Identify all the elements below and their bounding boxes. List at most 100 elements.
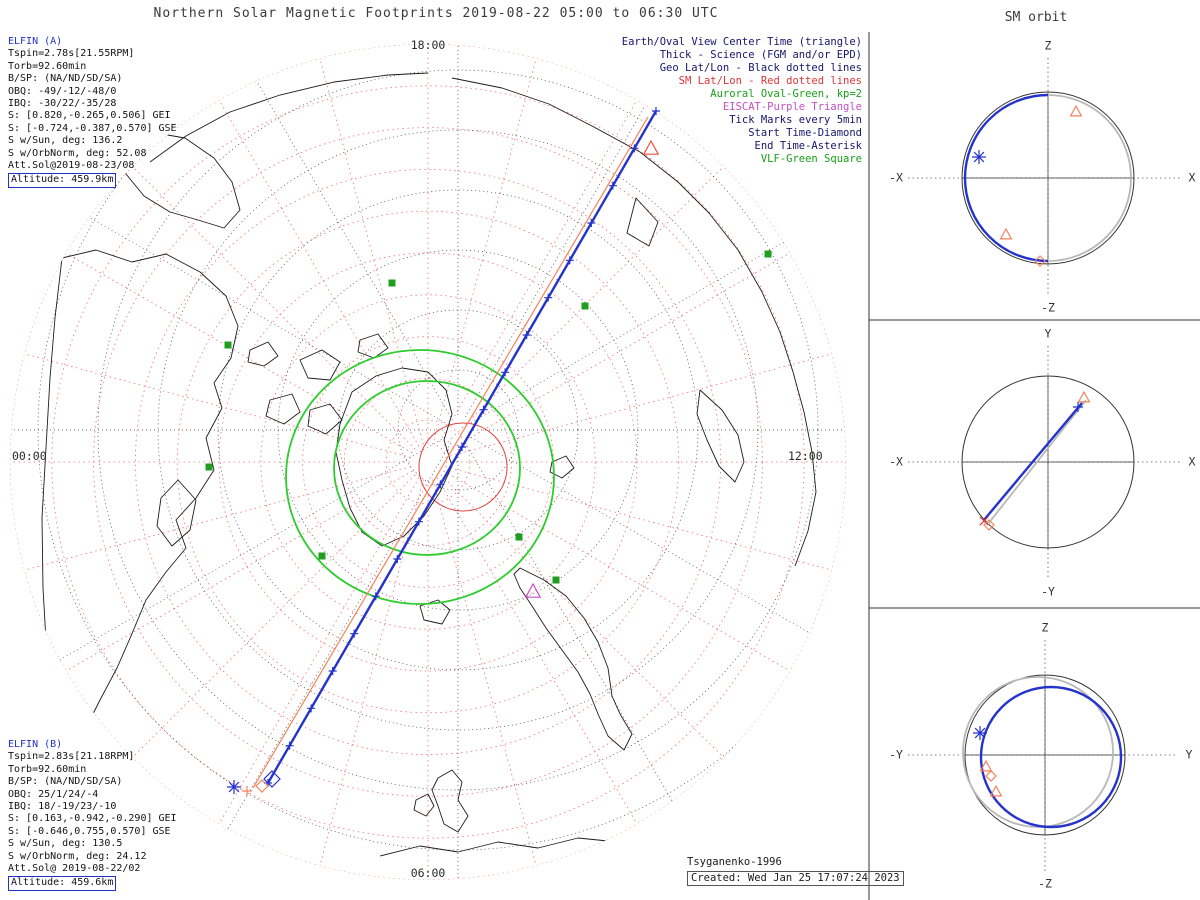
footprint-line-b bbox=[252, 116, 649, 789]
axis-label-Z: Z bbox=[1045, 39, 1052, 53]
time-tick-marker bbox=[522, 331, 531, 339]
time-tick-marker bbox=[436, 480, 445, 489]
legend-item: Start Time-Diamond bbox=[748, 127, 862, 139]
time-tick-marker bbox=[652, 107, 660, 115]
time-tick-marker bbox=[307, 704, 316, 713]
sm-orbit-panel: Z -Z -Y Y bbox=[889, 621, 1192, 891]
satellite-name: ELFIN (B) bbox=[8, 739, 63, 750]
page-title: Northern Solar Magnetic Footprints 2019-… bbox=[153, 6, 719, 21]
coastline bbox=[513, 567, 633, 751]
start-time-marker bbox=[1034, 255, 1046, 267]
time-tick-marker bbox=[544, 293, 553, 302]
legend-item: End Time-Asterisk bbox=[754, 140, 862, 152]
info-line: Torb=92.60min bbox=[8, 60, 87, 72]
time-tick-marker bbox=[350, 629, 359, 638]
end-time-marker bbox=[973, 726, 987, 740]
hour-label-12-00: 12:00 bbox=[788, 449, 823, 463]
coastline bbox=[335, 367, 453, 547]
model-label: Tsyganenko-1996 bbox=[687, 856, 782, 868]
sm-grid bbox=[10, 44, 846, 880]
orbit-arc bbox=[1047, 94, 1132, 262]
info-line: Att.Sol@ 2019-08-22/02 bbox=[8, 863, 141, 875]
time-tick-marker bbox=[630, 144, 639, 153]
end-time-marker bbox=[972, 150, 986, 164]
satellite-name: ELFIN (A) bbox=[8, 36, 63, 47]
axis-label--X: -X bbox=[889, 455, 903, 469]
axis-label-Y: Y bbox=[1045, 327, 1052, 341]
hour-label-00-00: 00:00 bbox=[12, 449, 47, 463]
info-line: OBQ: -49/-12/-48/0 bbox=[8, 85, 117, 97]
view-center-time-marker bbox=[642, 139, 660, 155]
start-time-marker bbox=[263, 770, 281, 788]
sm-orbit-panel: Z -Z -X X bbox=[889, 39, 1195, 315]
coastline bbox=[41, 249, 239, 763]
coastline bbox=[431, 769, 469, 833]
info-line: Tspin=2.83s[21.18RPM] bbox=[8, 751, 135, 763]
end-time-marker bbox=[227, 780, 241, 794]
time-tick-marker bbox=[479, 405, 488, 414]
altitude-value: Altitude: 459.6km bbox=[8, 876, 117, 891]
start-time-marker bbox=[985, 770, 997, 782]
time-tick-marker bbox=[371, 592, 380, 601]
sm-orbit-title: SM orbit bbox=[1004, 10, 1068, 25]
coastline bbox=[357, 333, 389, 359]
center-time-marker bbox=[979, 759, 993, 772]
center-time-marker bbox=[1069, 104, 1083, 117]
info-line: S: [-0.724,-0.387,0.570] GSE bbox=[8, 122, 177, 134]
info-line: S: [0.820,-0.265,0.506] GEI bbox=[8, 110, 171, 122]
coastline bbox=[379, 807, 739, 857]
time-tick-marker bbox=[393, 555, 402, 563]
info-line: OBQ: 25/1/24/-4 bbox=[8, 788, 99, 800]
elfin-b-info-block: ELFIN (B) Tspin=2.83s[21.18RPM] Torb=92.60… bbox=[8, 739, 177, 891]
coastline bbox=[299, 349, 341, 381]
start-time-b-marker bbox=[255, 779, 269, 793]
axis-label-Y: Y bbox=[1186, 748, 1193, 762]
legend-item: EISCAT-Purple Triangle bbox=[722, 101, 862, 113]
credits: Tsyganenko-1996 Created: Wed Jan 25 17:0… bbox=[687, 856, 904, 886]
time-tick-marker bbox=[608, 181, 617, 190]
altitude-value: Altitude: 459.9km bbox=[8, 173, 117, 188]
center-time-marker bbox=[999, 227, 1013, 240]
vlf-station-marker bbox=[318, 552, 326, 560]
time-tick-marker bbox=[1073, 402, 1083, 412]
legend: Earth/Oval View Center Time (triangle) Th… bbox=[622, 36, 862, 166]
hour-label-18-00: 18:00 bbox=[410, 38, 446, 52]
info-line: S: [0.163,-0.942,-0.290] GEI bbox=[8, 813, 177, 825]
axis-label-Z: Z bbox=[1042, 621, 1049, 635]
axis-label--Y: -Y bbox=[889, 748, 903, 762]
info-line: IBQ: 18/-19/23/-10 bbox=[8, 801, 117, 813]
vlf-station-marker bbox=[388, 279, 396, 287]
info-line: S w/OrbNorm, deg: 52.08 bbox=[8, 147, 147, 159]
axis-label--Z: -Z bbox=[1041, 301, 1055, 315]
time-tick-marker bbox=[565, 256, 574, 265]
time-tick-marker bbox=[587, 219, 596, 227]
vlf-station-marker bbox=[764, 250, 772, 258]
time-tick-marker bbox=[328, 667, 337, 675]
axis-label-X: X bbox=[1189, 455, 1196, 469]
legend-item: Earth/Oval View Center Time (triangle) bbox=[621, 36, 862, 48]
sm-inner-circle bbox=[418, 422, 508, 512]
coastline bbox=[814, 249, 846, 347]
coastline bbox=[247, 341, 279, 367]
orbit-arc bbox=[963, 93, 1049, 263]
info-line: B/SP: (NA/ND/SD/SA) bbox=[8, 73, 123, 85]
tick-b-marker bbox=[242, 786, 252, 796]
orbit-line bbox=[987, 399, 1087, 525]
coastline bbox=[451, 77, 817, 567]
legend-item: Thick - Science (FGM and/or EPD) bbox=[659, 49, 862, 61]
vlf-station-marker bbox=[224, 341, 232, 349]
created-timestamp: Created: Wed Jan 25 17:07:24 2023 bbox=[687, 871, 904, 886]
info-line: IBQ: -30/22/-35/28 bbox=[8, 98, 117, 110]
legend-item: Geo Lat/Lon - Black dotted lines bbox=[659, 62, 862, 74]
axis-label--X: -X bbox=[889, 171, 903, 185]
coastline bbox=[149, 72, 429, 163]
time-tick-marker bbox=[458, 443, 466, 451]
sm-orbit-panel: Y -Y -X X bbox=[889, 327, 1195, 599]
info-line: S w/OrbNorm, deg: 24.12 bbox=[8, 850, 147, 862]
elfin-a-info-block: ELFIN (A) Tspin=2.78s[21.55RPM] Torb=92.60… bbox=[8, 36, 177, 188]
legend-item: Auroral Oval-Green, kp=2 bbox=[710, 88, 862, 100]
coastline bbox=[696, 389, 745, 483]
vlf-station-marker bbox=[515, 533, 523, 541]
